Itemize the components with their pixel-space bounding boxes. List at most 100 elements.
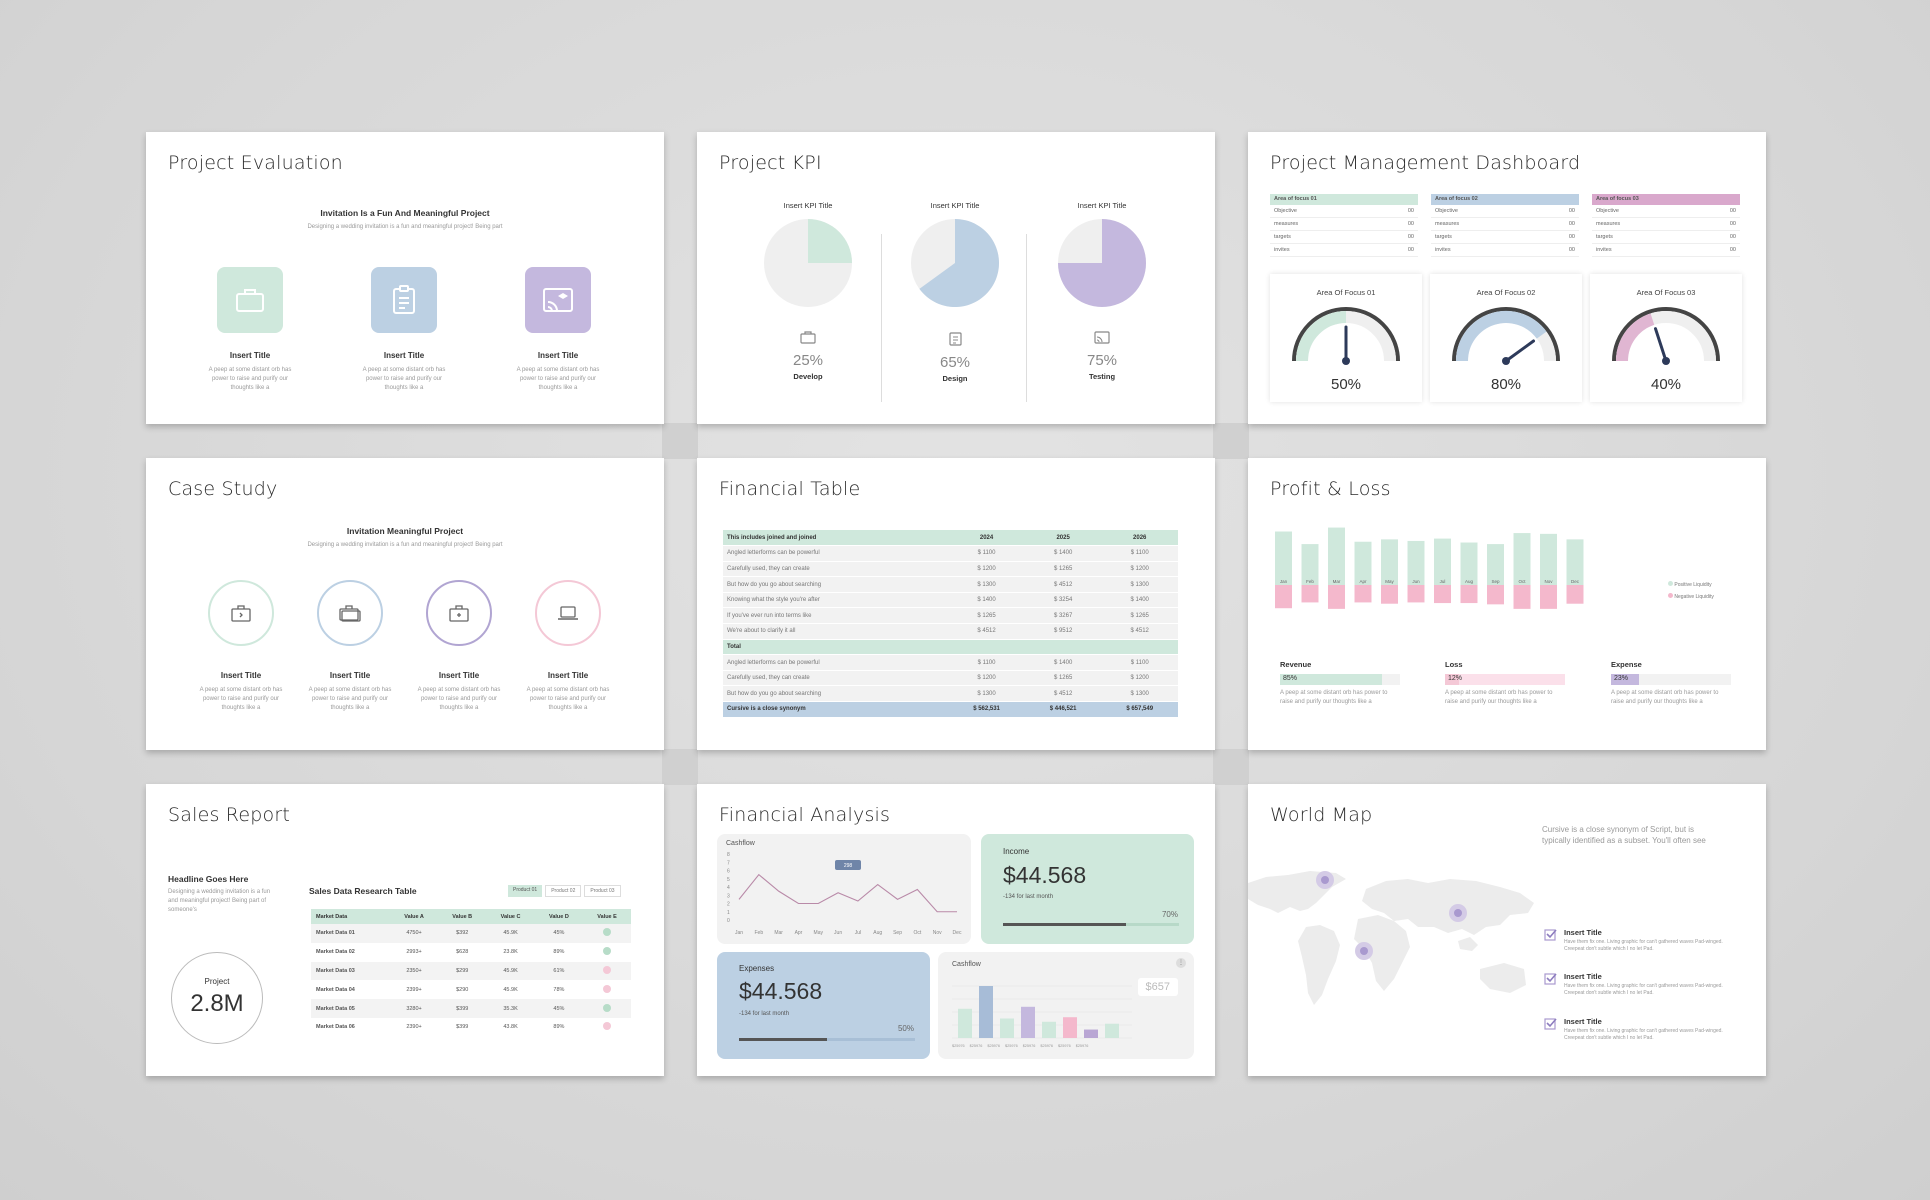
card-sub: -134 for last month — [1003, 894, 1054, 900]
project-circle: Project 2.8M — [171, 952, 263, 1044]
x-tick: Oct — [913, 930, 921, 936]
x-tick: Jun — [834, 930, 842, 936]
x-tick: Nov — [933, 930, 942, 936]
gauge-needle — [1653, 327, 1668, 363]
bar-positive — [1434, 538, 1451, 585]
legend-item: Negative Liquidity — [1674, 594, 1714, 600]
kpi-pie — [764, 219, 852, 307]
slide-project-evaluation[interactable]: Project Evaluation Invitation Is a Fun A… — [146, 132, 664, 424]
bar-negative — [1301, 585, 1319, 603]
more-icon[interactable]: ⋮ — [1176, 958, 1186, 968]
table-head: Area of focus 01 — [1270, 194, 1418, 205]
table-header-row: This includes joined and joined 2024 2025 2… — [723, 530, 1178, 547]
month-label: Nov — [1544, 579, 1553, 584]
tab-product-03[interactable]: Product 03 — [584, 885, 621, 897]
gauge — [1452, 307, 1560, 365]
bar — [1042, 1021, 1056, 1038]
stat-label: Expense — [1611, 660, 1642, 669]
icon-tile-2 — [371, 267, 437, 333]
item-desc: A peep at some distant orb has power to … — [417, 687, 501, 711]
card-sub: -134 for last month — [739, 1011, 790, 1017]
slide-title: Project Evaluation — [168, 152, 343, 174]
stat-label: Loss — [1445, 660, 1463, 669]
tooltip-text: 298 — [844, 863, 853, 869]
progress-track — [739, 1038, 915, 1041]
slide-sales-report[interactable]: Sales Report Headline Goes Here Designin… — [146, 784, 664, 1076]
stat-block: Expense 23% A peep at some distant orb h… — [1611, 660, 1731, 707]
slide-title: Project KPI — [719, 152, 822, 174]
bar — [979, 986, 993, 1038]
x-tick: Sep — [893, 930, 902, 936]
headline: Invitation Meaningful Project — [346, 526, 464, 536]
bar-negative — [1354, 585, 1372, 603]
bar — [1105, 1023, 1119, 1038]
table-title: Sales Data Research Table — [309, 886, 417, 896]
headline: Headline Goes Here — [168, 874, 249, 884]
icon-circle-4 — [535, 580, 601, 646]
checkbox-icon — [1544, 928, 1557, 946]
item-title: Insert Title — [438, 671, 480, 680]
kpi-label: Testing — [1088, 372, 1116, 381]
table-row: Angled letterforms can be powerful $ 1100… — [723, 545, 1178, 562]
status-dot — [603, 928, 612, 937]
slide-profit-loss[interactable]: Profit & Loss Jan Feb Mar Apr May Jun Jul Aug Se… — [1248, 458, 1766, 750]
slide-title: Sales Report — [168, 804, 290, 826]
gauge-value: 50% — [1330, 376, 1362, 393]
slide-project-management-dashboard[interactable]: Project Management Dashboard Area of foc… — [1248, 132, 1766, 424]
item-desc: Have them fix one. Living graphic for ca… — [1564, 1028, 1723, 1041]
project-label: Project — [204, 977, 230, 986]
divider — [1026, 234, 1027, 402]
card-value: $44.568 — [1003, 862, 1087, 888]
focus-table: Area of focus 02 Objective 00 measures 00 … — [1431, 194, 1579, 257]
slide-case-study[interactable]: Case Study Invitation Meaningful Project… — [146, 458, 664, 750]
slide-project-kpi[interactable]: Project KPI Insert KPI Title 25% Develop… — [697, 132, 1215, 424]
gauge-card: Area Of Focus 02 80% — [1430, 274, 1582, 402]
slide-world-map[interactable]: World Map Cursive is a close synonym of … — [1248, 784, 1766, 1076]
tab-product-02[interactable]: Product 02 — [545, 885, 582, 897]
pie-slice — [1058, 219, 1146, 307]
item-desc: A peep at some distant orb has power to … — [208, 367, 292, 391]
status-dot — [603, 1003, 612, 1012]
bar-positive — [1381, 539, 1398, 585]
x-tick: Jul — [855, 930, 861, 936]
bar-positive — [1275, 531, 1292, 585]
stat-block: Revenue 85% A peep at some distant orb h… — [1280, 660, 1400, 707]
slide-financial-analysis[interactable]: Financial Analysis Cashflow 8 7 6 5 4 3 2 1 0 Jan… — [697, 784, 1215, 1076]
card-percent: 70% — [1161, 910, 1178, 919]
slide-title: World Map — [1270, 804, 1373, 826]
briefcase-icon — [236, 289, 264, 312]
x-tick: May — [814, 930, 824, 936]
month-label: Jun — [1412, 579, 1420, 584]
bar-positive — [1354, 541, 1372, 585]
tab-product-01[interactable]: Product 01 — [508, 885, 543, 897]
table-row: Knowing what the style you're after $ 140… — [723, 592, 1178, 609]
stat-value: 12% — [1448, 675, 1463, 682]
pie-slice — [919, 219, 999, 307]
kpi-label: Design — [942, 374, 968, 383]
bar-negative — [1460, 585, 1478, 604]
x-tick: Apr — [795, 930, 803, 936]
slide-financial-table[interactable]: Financial Table This includes joined and… — [697, 458, 1215, 750]
item-title: Insert Title — [547, 671, 589, 680]
bar — [1084, 1029, 1098, 1038]
item-title: Insert Title — [1564, 1017, 1602, 1026]
profit-loss-chart: Jan Feb Mar Apr May Jun Jul Aug Sep Oct Nov Dec — [1275, 527, 1584, 609]
status-dot — [603, 984, 612, 993]
table-row: We're about to clarify it all $ 4512 $ 951… — [723, 623, 1178, 640]
table-row: Market Data 03 2350+ $299 45.9K 61% — [311, 961, 631, 981]
table-footer-row: Cursive is a close synonym $ 562,531 $ 446… — [723, 701, 1178, 718]
item-desc: A peep at some distant orb has power to … — [199, 687, 283, 711]
table-head: Area of focus 03 — [1592, 194, 1740, 205]
bar-negative — [1487, 585, 1504, 605]
icon-circle-1 — [208, 580, 274, 646]
subheadline: Designing a wedding invitation is a fun … — [307, 224, 503, 230]
kpi-label: Develop — [793, 372, 823, 381]
financial-table: This includes joined and joined 2024 2025 2… — [723, 530, 1178, 718]
legend-item: Positive Liquidity — [1674, 582, 1712, 588]
bar-negative — [1275, 585, 1292, 609]
bar-negative — [1407, 585, 1425, 603]
bar-negative — [1434, 585, 1451, 604]
status-dot — [603, 965, 612, 974]
stat-desc: A peep at some distant orb has power to … — [1611, 690, 1719, 705]
